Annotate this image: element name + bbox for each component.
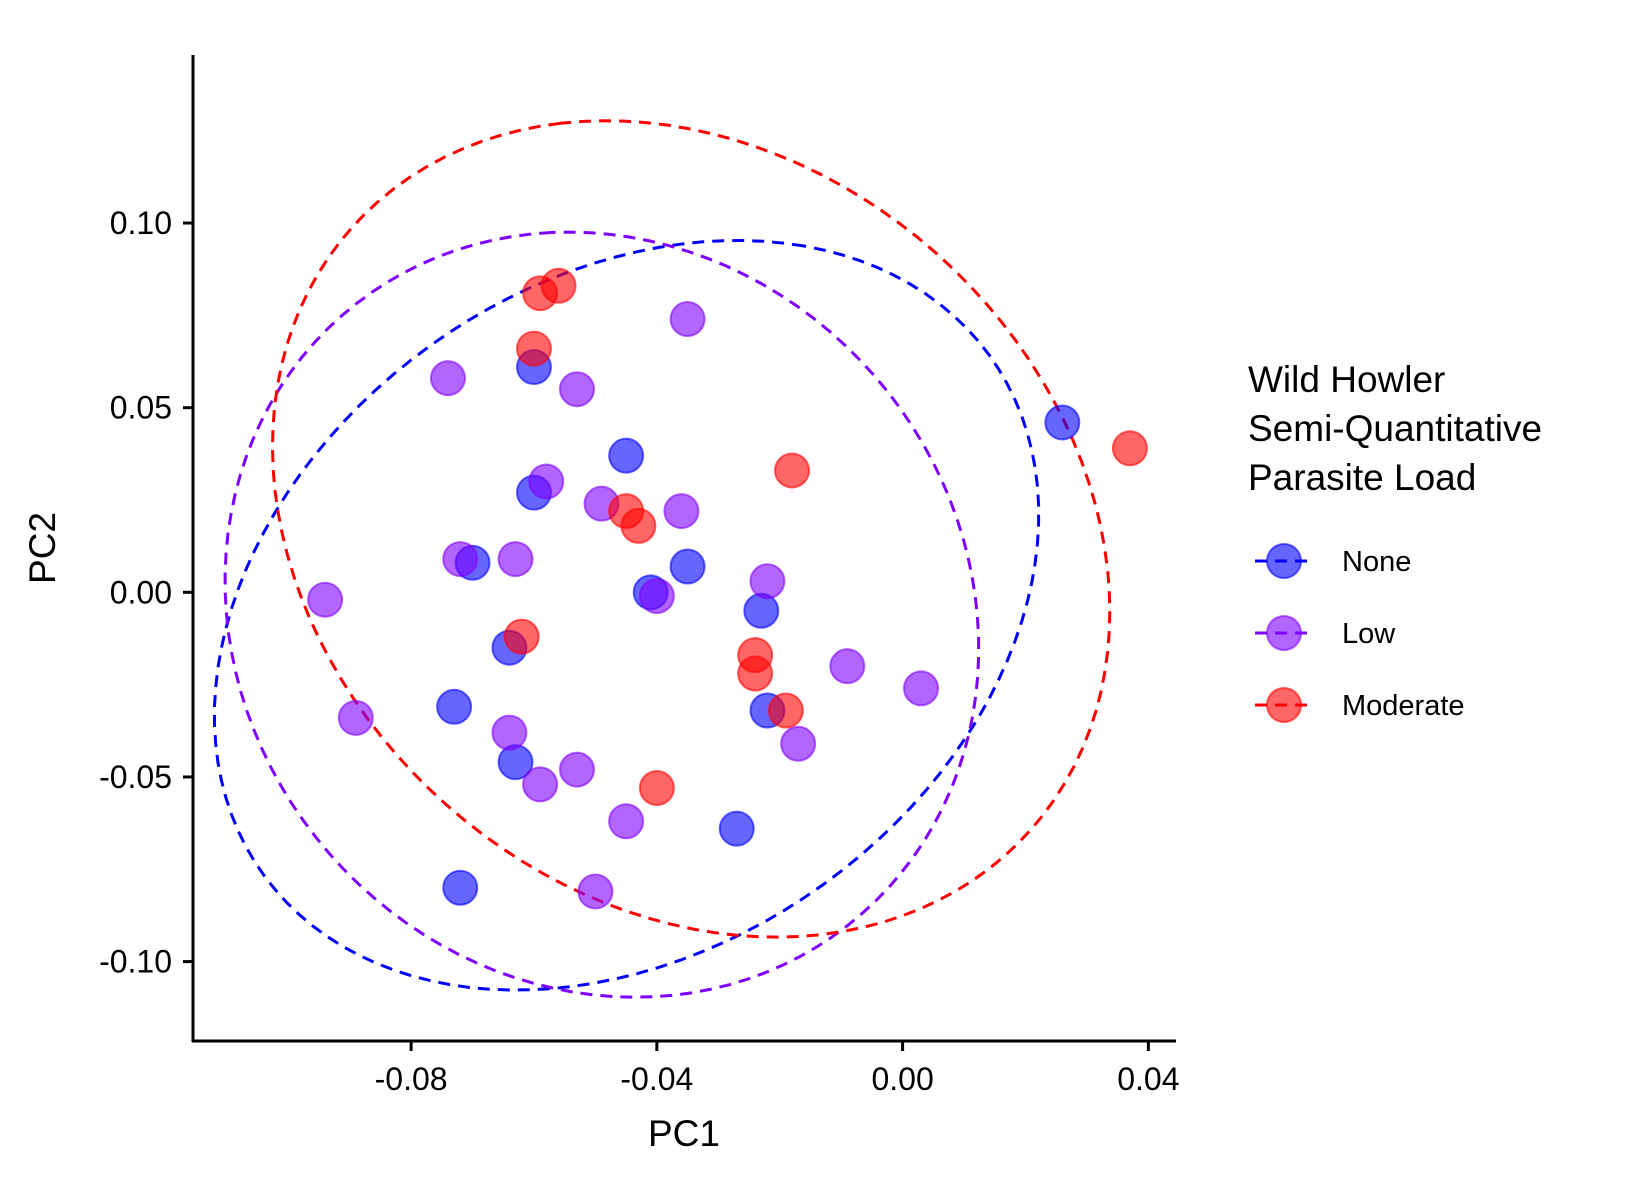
y-tick-label: -0.10 xyxy=(99,944,172,980)
y-tick-label: 0.10 xyxy=(110,205,172,241)
point-none xyxy=(436,688,473,725)
point-moderate xyxy=(1111,430,1148,467)
point-low xyxy=(337,699,374,736)
point-low xyxy=(558,751,595,788)
point-low xyxy=(577,873,614,910)
legend-item-low: Low xyxy=(1255,615,1396,651)
point-low xyxy=(780,725,817,762)
confidence-ellipses xyxy=(213,119,1112,999)
ellipse-moderate xyxy=(270,119,1112,939)
point-none xyxy=(442,869,479,906)
point-moderate xyxy=(522,275,559,312)
x-axis-title: PC1 xyxy=(648,1113,720,1154)
point-low xyxy=(638,578,675,615)
point-moderate xyxy=(737,655,774,692)
point-low xyxy=(307,581,344,618)
legend-item-moderate: Moderate xyxy=(1255,687,1465,723)
y-tick-label: 0.05 xyxy=(110,390,172,426)
legend-label: None xyxy=(1342,546,1411,578)
y-tick-label: -0.05 xyxy=(99,759,172,795)
point-low xyxy=(491,714,528,751)
x-tick-label: -0.08 xyxy=(375,1061,448,1097)
legend-key-point xyxy=(1266,543,1302,579)
point-moderate xyxy=(515,330,552,367)
point-low xyxy=(442,541,479,578)
legend-items: None Low Moderate xyxy=(1255,543,1465,723)
legend-key-point xyxy=(1266,615,1302,651)
point-low xyxy=(497,541,534,578)
y-tick-label: 0.00 xyxy=(110,574,172,610)
point-low xyxy=(429,360,466,397)
x-tick-label: 0.04 xyxy=(1117,1061,1179,1097)
legend-label: Moderate xyxy=(1342,690,1465,722)
point-moderate xyxy=(503,618,540,655)
point-low xyxy=(669,301,706,338)
legend-title-line-2: Semi-Quantitative xyxy=(1248,408,1542,449)
point-moderate xyxy=(620,507,657,544)
y-axis-title: PC2 xyxy=(22,512,63,584)
x-axis-ticks: -0.08 -0.04 0.00 0.04 xyxy=(375,1041,1179,1097)
x-tick-label: -0.04 xyxy=(620,1061,693,1097)
point-moderate xyxy=(767,692,804,729)
legend-title-line-3: Parasite Load xyxy=(1248,457,1476,498)
point-low xyxy=(522,766,559,803)
point-moderate xyxy=(638,770,675,807)
point-low xyxy=(903,670,940,707)
point-low xyxy=(749,563,786,600)
legend-key-point xyxy=(1266,687,1302,723)
point-none xyxy=(669,548,706,585)
point-none xyxy=(743,592,780,629)
data-points xyxy=(307,267,1148,910)
legend-item-none: None xyxy=(1255,543,1411,579)
point-none xyxy=(718,810,755,847)
ellipse-none xyxy=(213,238,1041,992)
point-low xyxy=(608,803,645,840)
point-low xyxy=(528,463,565,500)
point-none xyxy=(1044,404,1081,441)
y-axis-ticks: -0.10 -0.05 0.00 0.05 0.10 xyxy=(99,205,193,980)
x-tick-label: 0.00 xyxy=(871,1061,933,1097)
point-moderate xyxy=(774,452,811,489)
legend: Wild Howler Semi-Quantitative Parasite L… xyxy=(1248,359,1542,723)
legend-label: Low xyxy=(1342,618,1396,650)
point-low xyxy=(663,493,700,530)
point-low xyxy=(829,648,866,685)
point-none xyxy=(608,437,645,474)
ellipse-low xyxy=(223,230,981,999)
legend-title-line-1: Wild Howler xyxy=(1248,359,1445,400)
point-low xyxy=(558,371,595,408)
